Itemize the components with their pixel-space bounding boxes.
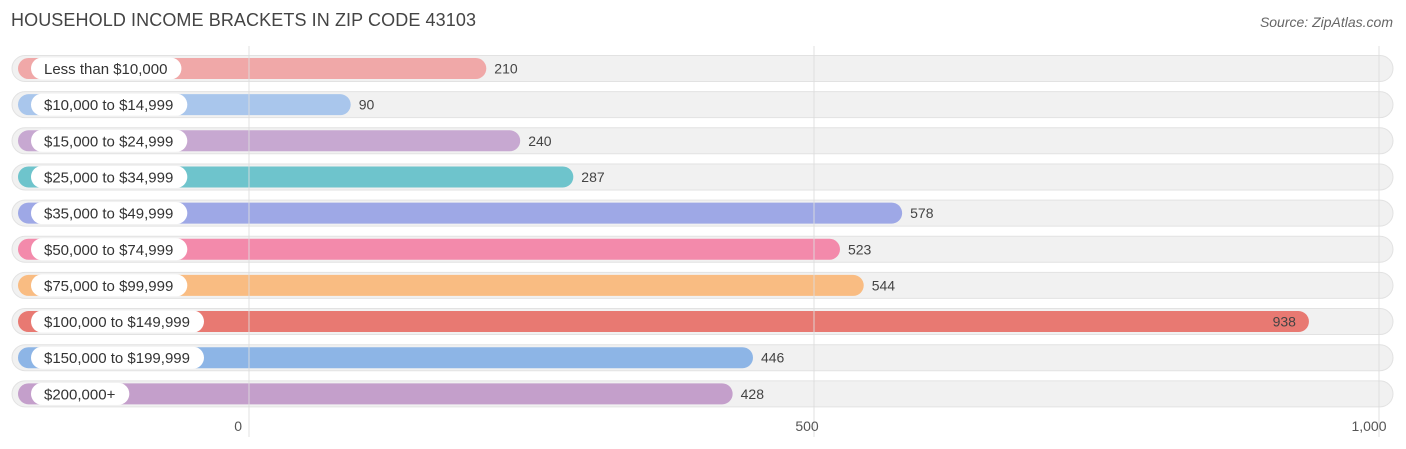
value-label: 938 [1273, 314, 1297, 330]
category-label: $35,000 to $49,999 [44, 206, 173, 223]
grid-lines [248, 46, 1380, 437]
category-label-pill [31, 165, 188, 188]
category-label-pill [31, 93, 188, 116]
category-label-pill [31, 129, 188, 152]
x-tick-label: 500 [795, 418, 819, 434]
category-label-pill [31, 382, 130, 405]
category-label: $15,000 to $24,999 [44, 133, 173, 150]
category-label: $100,000 to $149,999 [44, 314, 190, 331]
value-label: 90 [359, 97, 375, 113]
value-label: 544 [872, 277, 896, 293]
category-label: Less than $10,000 [44, 61, 167, 78]
category-label-pill [31, 346, 204, 369]
value-label: 287 [581, 169, 605, 185]
category-label-pill [31, 310, 204, 333]
value-label: 428 [741, 386, 765, 402]
bar-track [11, 91, 1394, 119]
value-label: 446 [761, 350, 785, 366]
value-label: 240 [528, 133, 552, 149]
category-label-pill [31, 238, 188, 261]
x-axis: 0 500 1,000 [234, 418, 1387, 434]
bar [18, 202, 903, 224]
category-label-pill [31, 274, 188, 297]
category-label: $150,000 to $199,999 [44, 350, 190, 367]
value-label: 578 [910, 205, 934, 221]
value-label: 210 [494, 61, 518, 77]
category-label: $75,000 to $99,999 [44, 278, 173, 295]
chart-title: HOUSEHOLD INCOME BRACKETS IN ZIP CODE 43… [11, 10, 477, 30]
category-label-pill [31, 202, 188, 225]
bar [18, 383, 733, 405]
bar [18, 238, 840, 260]
category-label-pill [31, 57, 182, 80]
x-tick-label: 0 [234, 418, 242, 434]
chart-source: Source: ZipAtlas.com [1259, 14, 1393, 30]
category-label: $10,000 to $14,999 [44, 97, 173, 114]
bar [18, 274, 864, 296]
x-tick-label: 1,000 [1351, 418, 1386, 434]
category-label: $50,000 to $74,999 [44, 242, 173, 259]
value-label: 523 [848, 241, 872, 257]
bar-rows: Less than $10,000 210 $10,000 to $14,999 90… [11, 55, 1394, 408]
category-label: $200,000+ [44, 386, 116, 403]
category-label: $25,000 to $34,999 [44, 169, 173, 186]
bar [18, 311, 1309, 333]
